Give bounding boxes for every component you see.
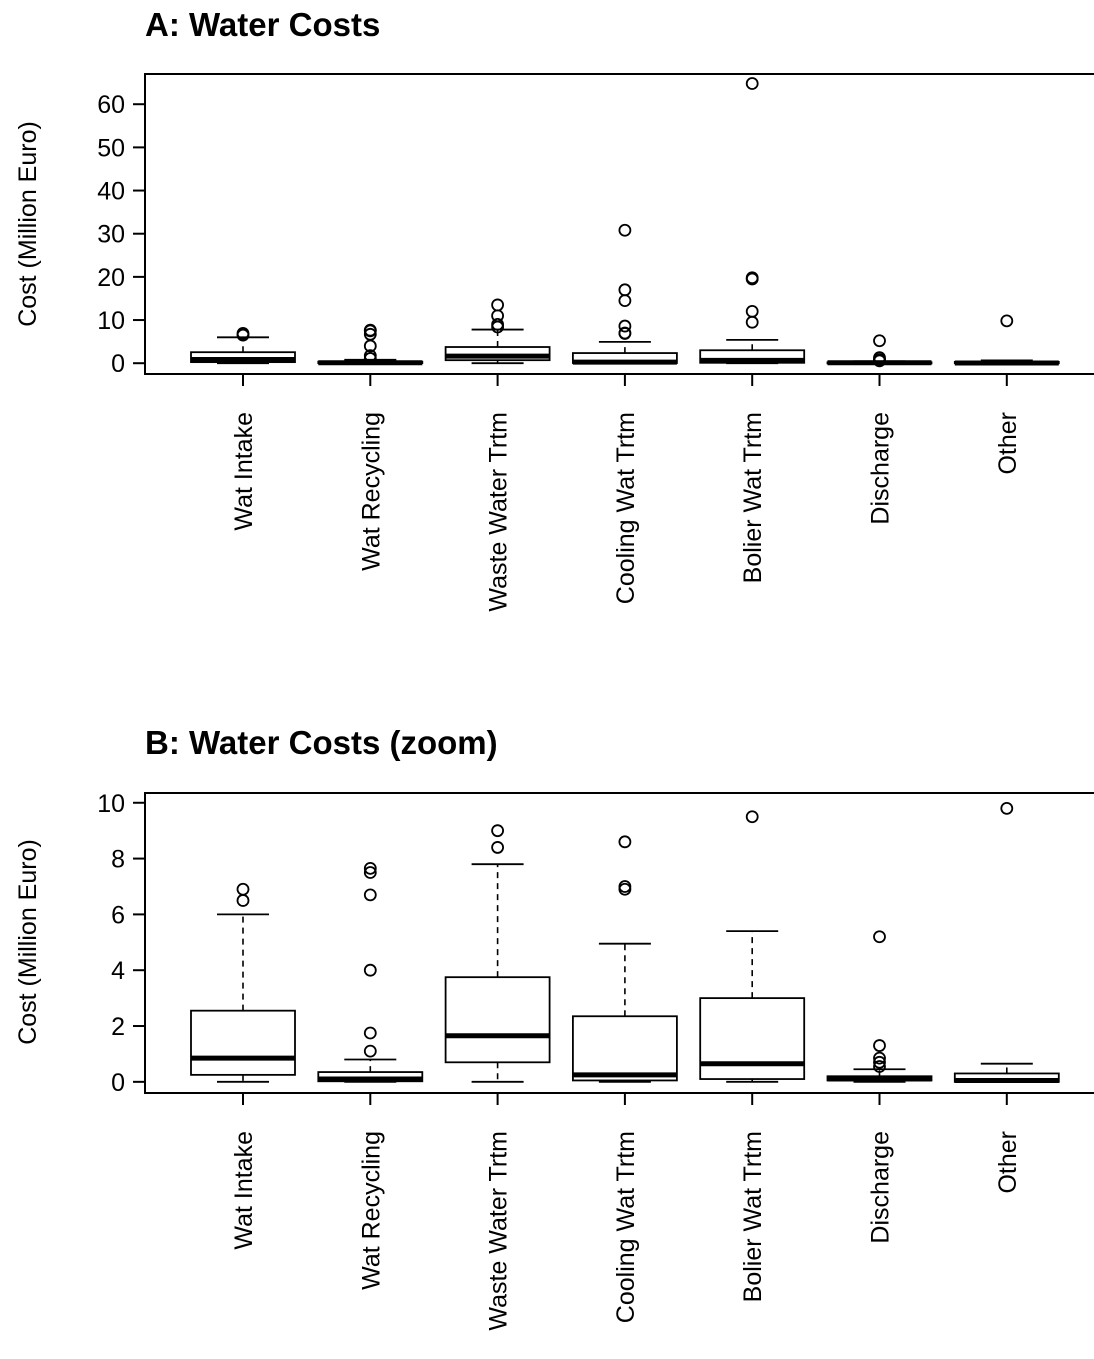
iqr-box — [699, 997, 806, 1080]
outlier-point — [363, 327, 377, 341]
y-tick-label: 0 — [111, 350, 125, 378]
category-label: Other — [994, 412, 1022, 475]
y-tick-label: 10 — [97, 790, 125, 818]
panel-b-title: B: Water Costs (zoom) — [145, 724, 498, 761]
panel-a-ylabel: Cost (Million Euro) — [14, 121, 42, 327]
category-label: Bolier Wat Trtm — [739, 1131, 767, 1302]
category-label: Cooling Wat Trtm — [612, 1131, 640, 1323]
box-discharge — [826, 930, 933, 1083]
outlier-point — [1000, 314, 1014, 328]
category-label: Discharge — [867, 412, 895, 525]
panel-a-boxes — [190, 77, 1060, 368]
box-wat-recycling — [317, 323, 424, 366]
outlier-point — [745, 271, 759, 285]
outlier-point — [873, 930, 886, 944]
panel-a-title: A: Water Costs — [145, 6, 380, 43]
outlier-point — [618, 223, 632, 237]
outlier-point — [236, 327, 250, 340]
outlier-point — [618, 319, 632, 333]
box-cooling-wat-trtm — [572, 223, 678, 365]
outlier-point — [618, 294, 632, 308]
outlier-point — [363, 349, 377, 363]
box-discharge — [826, 334, 933, 368]
category-label: Waste Water Trtm — [485, 412, 513, 612]
outlier-point — [363, 866, 377, 879]
category-label: Cooling Wat Trtm — [612, 412, 640, 604]
category-label: Wat Recycling — [357, 1131, 385, 1290]
y-tick-label: 8 — [111, 846, 125, 874]
outlier-point — [363, 323, 377, 337]
y-tick-label: 6 — [111, 901, 125, 929]
box-other — [953, 314, 1060, 366]
box-wat-recycling — [317, 861, 424, 1083]
category-label: Waste Water Trtm — [485, 1131, 513, 1331]
box-bolier-wat-trtm — [699, 77, 806, 365]
category-label: Discharge — [867, 1131, 895, 1244]
outlier-point — [618, 880, 632, 893]
box-waste-water-trtm — [444, 298, 551, 365]
outlier-point — [236, 894, 250, 907]
y-tick-label: 0 — [111, 1069, 125, 1097]
category-label: Wat Recycling — [357, 412, 385, 571]
outlier-point — [618, 326, 632, 340]
outlier-point — [873, 1055, 886, 1069]
outlier-point — [491, 824, 505, 838]
iqr-box — [190, 1009, 296, 1076]
y-tick-label: 10 — [97, 307, 125, 335]
category-label: Bolier Wat Trtm — [739, 412, 767, 583]
outlier-point — [618, 283, 632, 297]
outlier-point — [745, 810, 759, 824]
panel-b-boxes — [190, 801, 1060, 1083]
category-label: Wat Intake — [230, 412, 258, 531]
outlier-point — [363, 861, 377, 875]
y-tick-label: 2 — [111, 1013, 125, 1041]
box-waste-water-trtm — [444, 824, 551, 1083]
box-wat-intake — [190, 882, 296, 1083]
iqr-box — [572, 1015, 678, 1082]
outlier-point — [491, 298, 505, 312]
panel-b: B: Water Costs (zoom) Cost (Million Euro… — [14, 724, 1094, 1331]
y-tick-label: 60 — [97, 91, 125, 119]
y-tick-label: 50 — [97, 134, 125, 162]
outlier-point — [491, 841, 505, 854]
outlier-point — [363, 1026, 377, 1040]
panel-a-x-axis: Wat Intake Wat Recycling Waste Water Trtm C… — [230, 374, 1022, 612]
outlier-point — [745, 77, 759, 90]
y-tick-label: 20 — [97, 264, 125, 292]
box-other — [953, 801, 1060, 1083]
y-tick-label: 4 — [111, 957, 125, 985]
outlier-point — [363, 963, 377, 977]
y-tick-label: 30 — [97, 221, 125, 249]
outlier-point — [363, 888, 377, 902]
outlier-point — [873, 1060, 886, 1073]
panel-a-y-axis: 0 10 20 30 40 50 60 — [97, 91, 145, 378]
outlier-point — [873, 1051, 886, 1065]
panel-a: A: Water Costs Cost (Million Euro) 0 10 20… — [14, 6, 1094, 612]
box-bolier-wat-trtm — [699, 810, 806, 1083]
category-label: Wat Intake — [230, 1131, 258, 1250]
panel-b-y-axis: 0 2 4 6 8 10 — [97, 790, 145, 1097]
iqr-box — [444, 976, 551, 1064]
outlier-point — [618, 835, 632, 849]
outlier-point — [236, 882, 250, 896]
outlier-point — [491, 317, 505, 331]
y-tick-label: 40 — [97, 178, 125, 206]
box-cooling-wat-trtm — [572, 835, 678, 1083]
outlier-point — [1000, 801, 1014, 815]
outlier-point — [745, 315, 759, 329]
box-wat-intake — [190, 327, 296, 365]
panel-b-x-axis: Wat Intake Wat Recycling Waste Water Trtm C… — [230, 1093, 1022, 1331]
outlier-point — [873, 334, 886, 348]
outlier-point — [363, 1044, 377, 1058]
outlier-point — [873, 1039, 886, 1052]
outlier-point — [745, 305, 759, 318]
category-label: Other — [994, 1131, 1022, 1194]
outlier-point — [873, 351, 886, 364]
panel-b-ylabel: Cost (Million Euro) — [14, 839, 42, 1045]
